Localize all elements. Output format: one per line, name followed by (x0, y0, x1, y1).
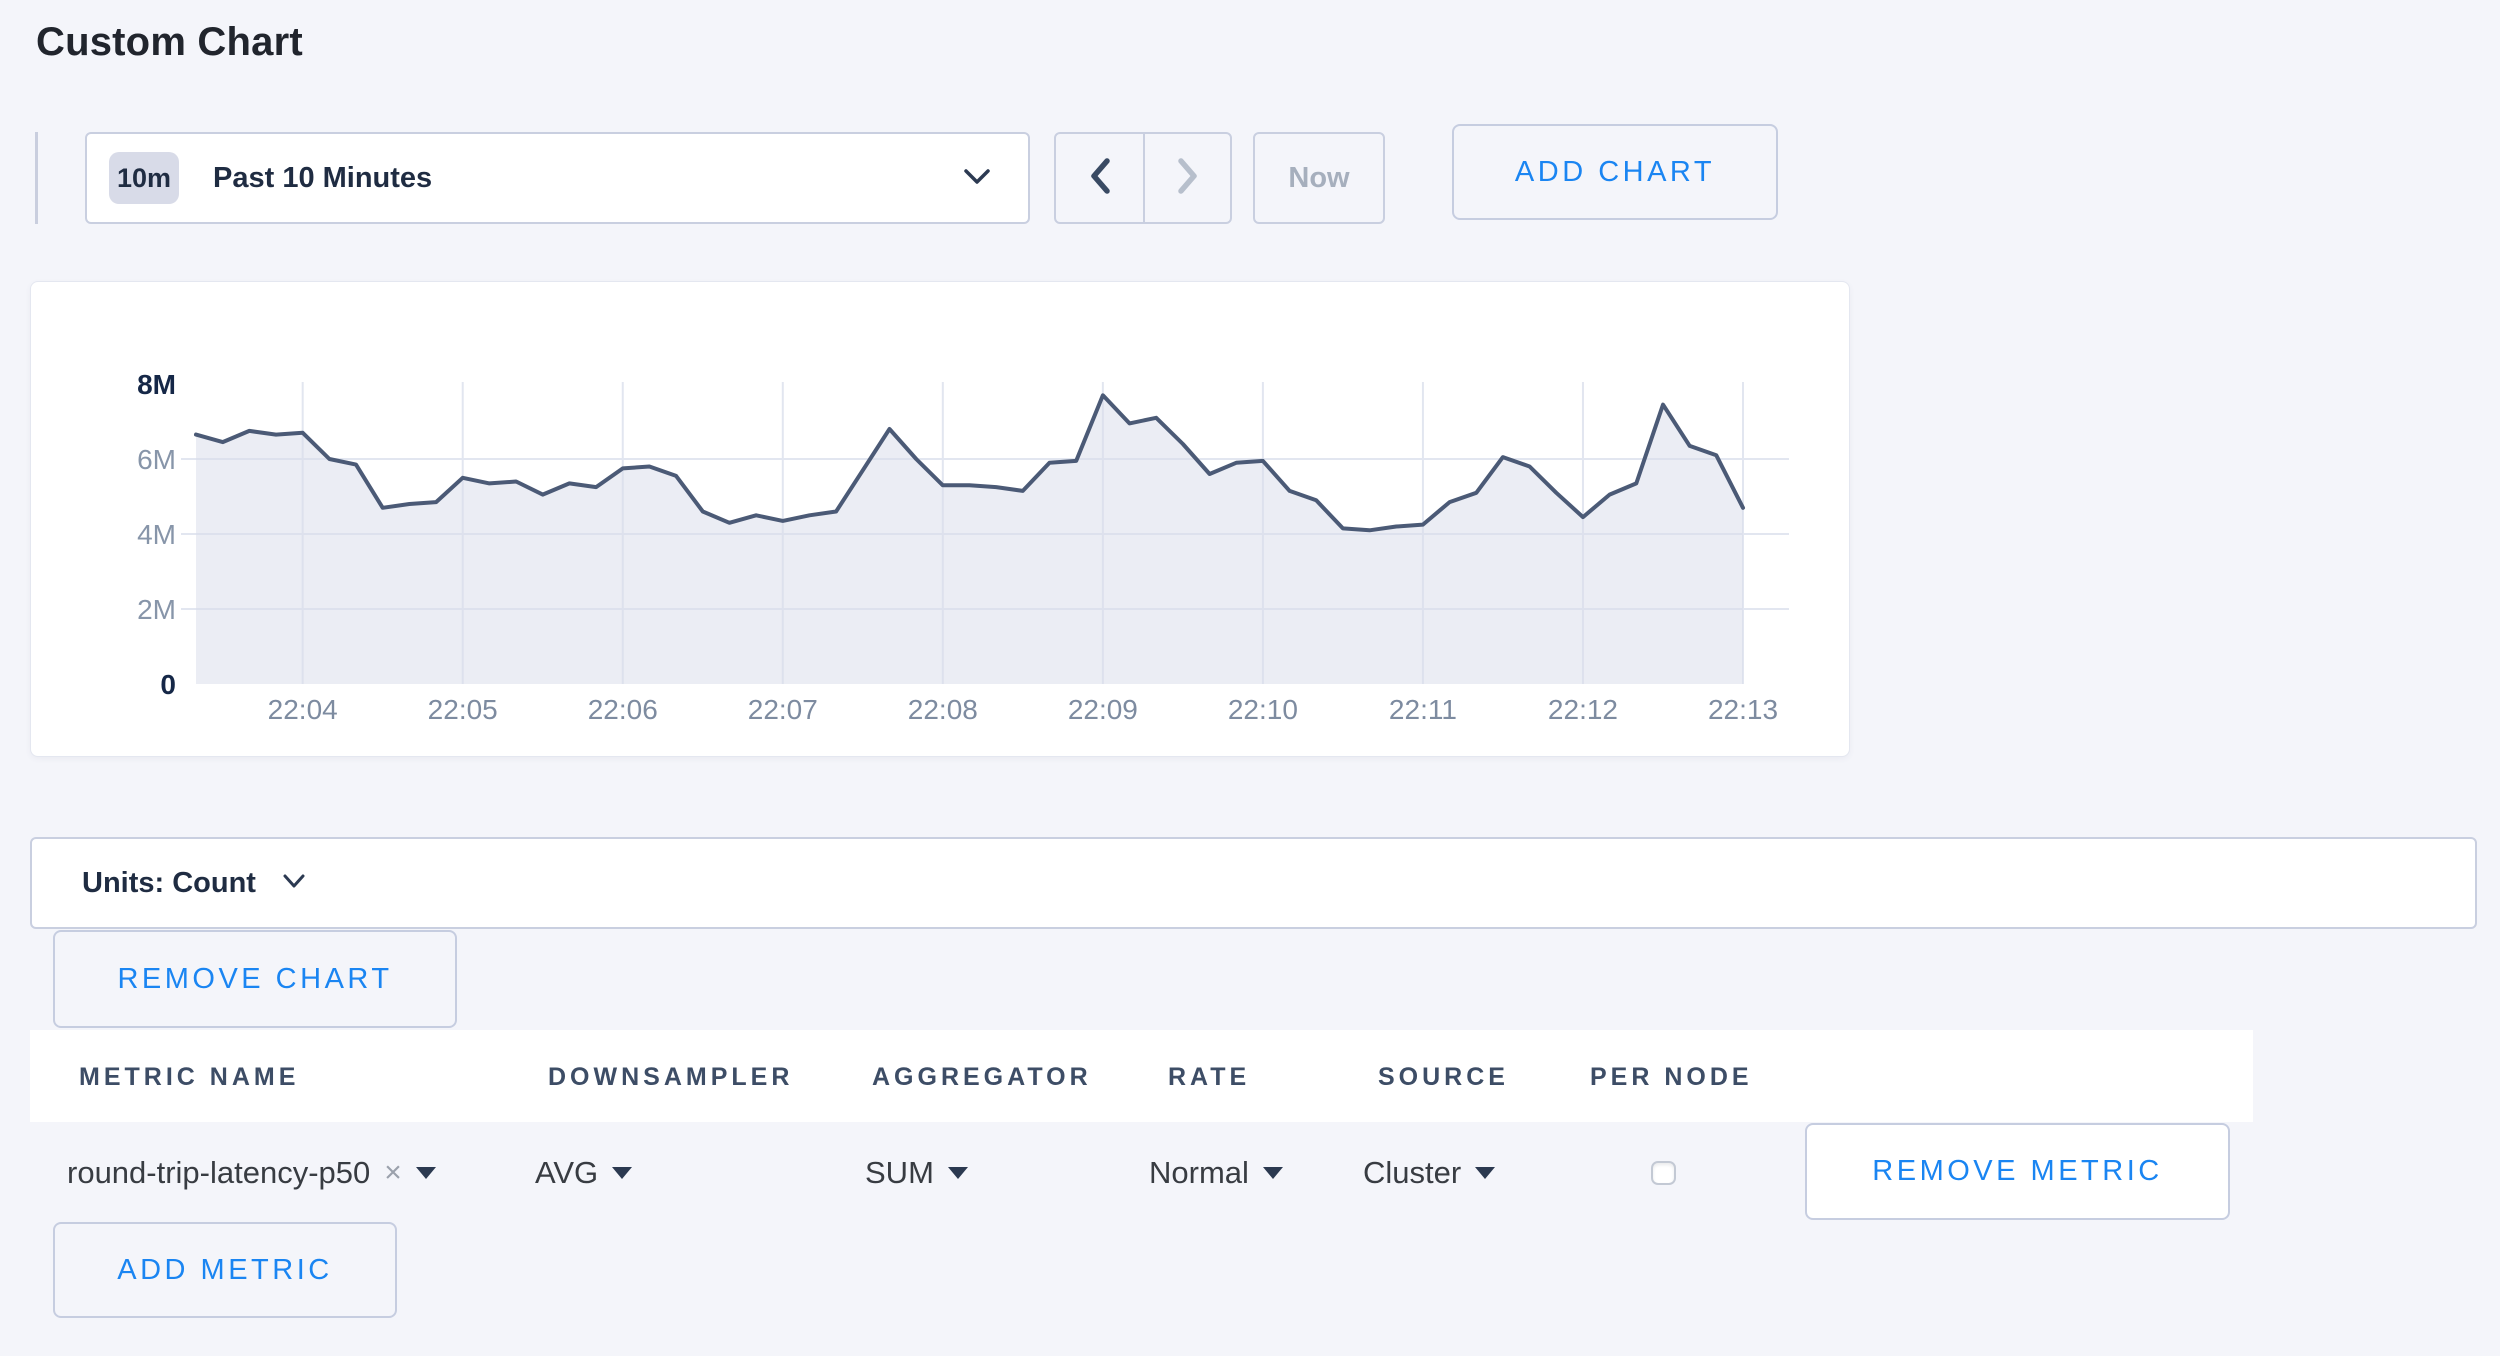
svg-text:4M: 4M (137, 519, 176, 550)
dropdown-caret-icon (612, 1167, 633, 1179)
column-header-downsampler: DOWNSAMPLER (548, 1063, 794, 1091)
clear-metric-icon[interactable]: × (384, 1156, 402, 1189)
metric-name-value: round-trip-latency-p50 (67, 1155, 371, 1190)
svg-text:22:10: 22:10 (1228, 694, 1298, 725)
table-row: round-trip-latency-p50 × AVG SUM Normal … (30, 1118, 2253, 1228)
time-nav-group (1054, 132, 1232, 224)
add-chart-button[interactable]: ADD CHART (1452, 124, 1778, 220)
dropdown-caret-icon (1262, 1167, 1283, 1179)
svg-text:2M: 2M (137, 594, 176, 625)
timescale-badge: 10m (109, 152, 179, 204)
column-header-per-node: PER NODE (1590, 1063, 1753, 1091)
rate-dropdown[interactable]: Normal (1149, 1118, 1283, 1228)
column-header-source: SOURCE (1378, 1063, 1509, 1091)
column-header-metric-name: METRIC NAME (79, 1063, 300, 1091)
svg-text:22:11: 22:11 (1389, 694, 1457, 725)
toolbar-left-rule (35, 132, 38, 224)
next-time-button[interactable] (1143, 134, 1230, 222)
rate-value: Normal (1149, 1155, 1249, 1190)
svg-text:22:06: 22:06 (588, 694, 658, 725)
chevron-right-icon (1175, 157, 1201, 200)
dropdown-caret-icon (1475, 1167, 1496, 1179)
svg-text:22:07: 22:07 (748, 694, 818, 725)
source-dropdown[interactable]: Cluster (1363, 1118, 1496, 1228)
remove-metric-button[interactable]: REMOVE METRIC (1805, 1123, 2230, 1220)
metrics-table-header: METRIC NAME DOWNSAMPLER AGGREGATOR RATE … (30, 1030, 2253, 1122)
column-header-rate: RATE (1168, 1063, 1251, 1091)
downsampler-dropdown[interactable]: AVG (535, 1118, 633, 1228)
svg-text:22:09: 22:09 (1068, 694, 1138, 725)
svg-text:22:13: 22:13 (1708, 694, 1778, 725)
aggregator-dropdown[interactable]: SUM (865, 1118, 968, 1228)
svg-text:22:04: 22:04 (268, 694, 338, 725)
remove-chart-button[interactable]: REMOVE CHART (53, 930, 457, 1028)
page-title: Custom Chart (36, 20, 303, 64)
dropdown-caret-icon (947, 1167, 968, 1179)
chevron-left-icon (1087, 157, 1113, 200)
per-node-checkbox[interactable] (1651, 1161, 1676, 1185)
metric-name-dropdown[interactable]: round-trip-latency-p50 × (67, 1118, 436, 1228)
svg-text:6M: 6M (137, 444, 176, 475)
chart-canvas[interactable]: 22:04 22:05 22:06 22:07 22:08 22:09 22:10 22:11… (31, 282, 1851, 758)
timescale-dropdown[interactable]: 10m Past 10 Minutes (85, 132, 1030, 224)
add-metric-button[interactable]: ADD METRIC (53, 1222, 397, 1318)
aggregator-value: SUM (865, 1155, 934, 1190)
svg-text:8M: 8M (137, 369, 176, 400)
chart-card: 22:04 22:05 22:06 22:07 22:08 22:09 22:10 22:11… (30, 281, 1850, 757)
source-value: Cluster (1363, 1155, 1462, 1190)
svg-text:0: 0 (160, 669, 176, 700)
prev-time-button[interactable] (1056, 134, 1143, 222)
now-button[interactable]: Now (1253, 132, 1385, 224)
svg-text:22:05: 22:05 (428, 694, 498, 725)
downsampler-value: AVG (535, 1155, 599, 1190)
svg-text:22:12: 22:12 (1548, 694, 1618, 725)
chevron-down-icon (282, 873, 306, 894)
units-dropdown[interactable]: Units: Count (30, 837, 2477, 929)
units-label: Units: Count (82, 866, 256, 899)
chevron-down-icon (962, 166, 992, 191)
dropdown-caret-icon (415, 1167, 436, 1179)
timescale-label: Past 10 Minutes (213, 161, 433, 194)
column-header-aggregator: AGGREGATOR (872, 1063, 1092, 1091)
svg-text:22:08: 22:08 (908, 694, 978, 725)
